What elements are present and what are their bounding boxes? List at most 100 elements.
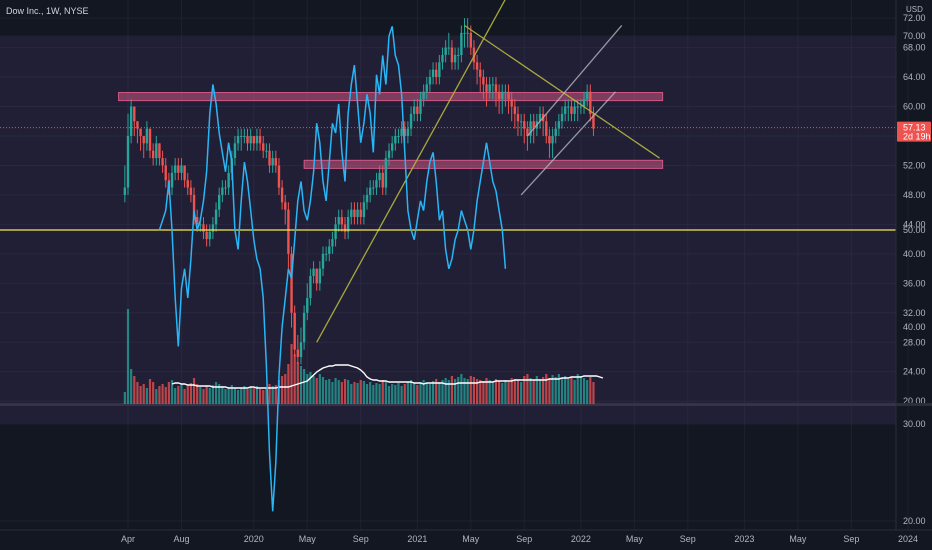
candle-body [475,62,479,70]
x-tick-label: Sep [516,534,532,544]
volume-bar [133,376,136,404]
volume-bar [218,384,221,404]
volume-bar [592,382,595,404]
volume-bar [145,388,148,404]
volume-bar [290,344,293,404]
candle-body [151,150,155,159]
x-tick-label: May [299,534,317,544]
volume-bar [504,380,507,404]
candle-body [560,113,564,122]
volume-bar [177,386,180,404]
volume-bar [441,380,444,404]
volume-bar [246,389,249,404]
candle-body [390,143,394,151]
volume-bar [387,386,391,404]
candle-body [507,91,510,100]
candle-body [491,84,495,86]
candle-body [139,128,142,136]
volume-bar [189,383,192,404]
candle-body [412,106,416,114]
candle-body [271,158,274,166]
candle-body [463,32,466,34]
volume-bar [378,384,381,404]
candle-body [365,194,369,203]
candle-body [362,202,366,218]
candle-body [346,217,350,232]
channel-line [520,91,616,196]
volume-bar [469,376,472,404]
volume-bar [334,378,337,404]
volume-bar [457,377,460,404]
candle-body [479,69,482,78]
volume-bar [161,384,164,404]
rsi-tick-label: 30.00 [903,419,926,429]
volume-bar [450,376,454,404]
volume-bar [520,382,523,404]
x-tick-label: 2020 [244,534,264,544]
volume-bar [208,388,211,404]
volume-bar [340,382,343,404]
candle-body [173,165,177,173]
candle-body [180,165,183,173]
volume-bar [255,386,259,404]
volume-bar [542,377,545,404]
volume-bar [158,386,161,404]
candle-body [419,99,422,114]
candle-body [447,47,450,49]
volume-bar [262,390,265,404]
x-tick-label: 2023 [734,534,754,544]
candle-body [375,180,378,188]
x-tick-label: Apr [121,534,135,544]
candle-body [400,128,403,136]
volume-bar [293,354,296,404]
volume-bar [214,382,218,404]
volume-bar [526,374,529,404]
x-tick-label: May [789,534,807,544]
candle-body [579,106,583,108]
volume-bar [567,379,570,404]
volume-bar [576,374,579,404]
candle-body [472,47,476,63]
volume-bar [230,385,233,404]
volume-bar [299,366,303,404]
candle-body [177,165,180,173]
volume-ma-line [171,364,604,389]
volume-bar [186,385,189,404]
volume-bar [532,380,535,404]
candle-body [309,275,312,299]
volume-bar [312,376,315,404]
candle-body [192,194,196,218]
volume-bar [347,380,350,404]
y-tick-label: 20.00 [903,396,926,406]
candle-body [224,187,227,189]
candle-body [510,99,513,107]
candle-body [494,84,498,92]
rsi-line [158,26,507,512]
volume-bar [287,364,290,404]
trendline [464,24,660,159]
candle-body [255,135,259,144]
volume-bar [510,378,513,404]
candle-body [195,217,199,225]
volume-bar [501,383,504,404]
candle-body [236,135,240,144]
volume-bar [309,372,312,404]
volume-bar [494,379,498,404]
y-tick-label: 64.00 [903,72,926,82]
volume-bar [381,380,384,404]
volume-bar [258,389,262,404]
volume-bar [249,387,252,404]
candle-body [523,121,526,129]
candle-body [466,32,469,34]
volume-bar [199,387,202,404]
candle-body [123,187,127,195]
x-tick-label: 2021 [407,534,427,544]
volume-bar [205,386,208,404]
volume-bar [394,385,397,404]
volume-bar [274,385,277,404]
candle-body [431,69,435,78]
volume-bar [325,380,328,404]
candle-body [277,165,281,188]
y-tick-label: 36.00 [903,278,926,288]
candle-body [315,268,318,284]
